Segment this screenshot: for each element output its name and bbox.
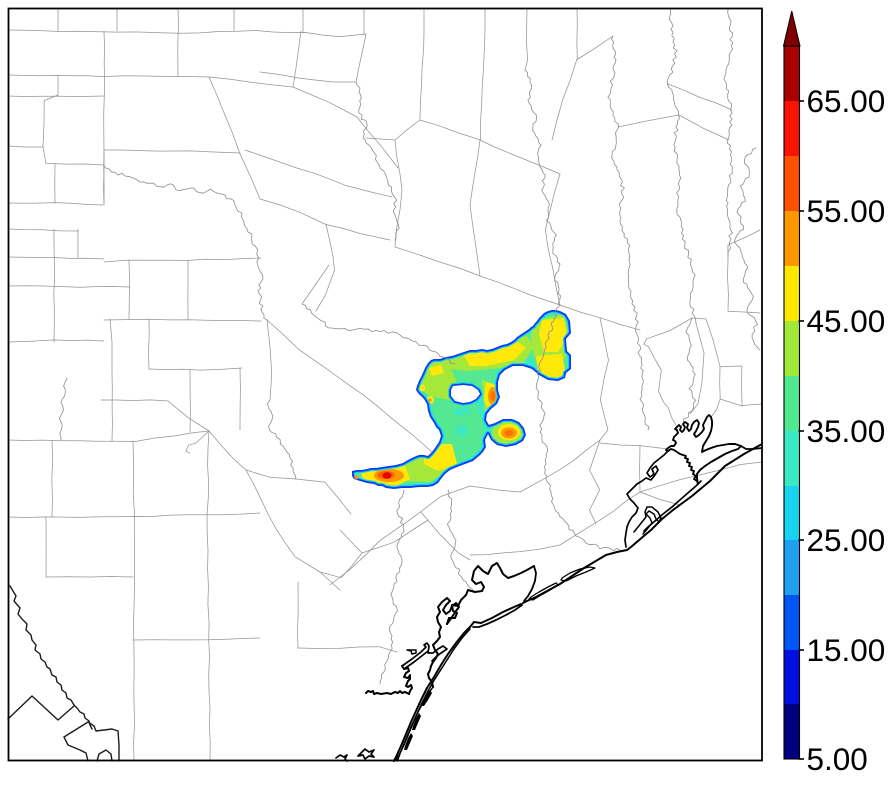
svg-text:15.00: 15.00 [807, 632, 886, 668]
svg-text:65.00: 65.00 [807, 83, 886, 119]
svg-text:5.00: 5.00 [807, 741, 868, 777]
svg-text:55.00: 55.00 [807, 193, 886, 229]
svg-text:45.00: 45.00 [807, 303, 886, 339]
svg-text:35.00: 35.00 [807, 413, 886, 449]
svg-text:25.00: 25.00 [807, 522, 886, 558]
